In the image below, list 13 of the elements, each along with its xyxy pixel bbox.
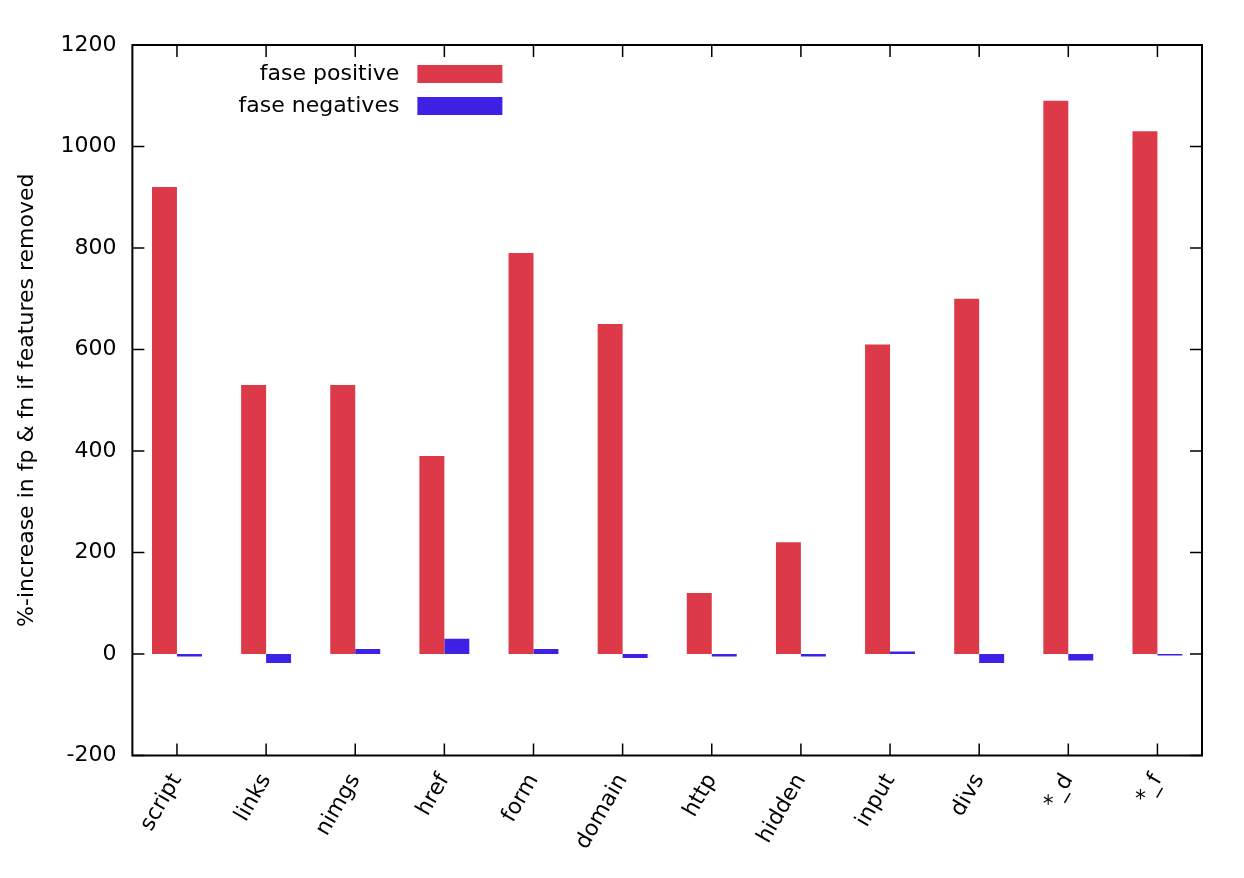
y-tick-label: 800 xyxy=(74,233,117,259)
y-axis-title: %-increase in fp & fn if features removed xyxy=(12,173,38,627)
y-tick-label: 1200 xyxy=(60,30,117,56)
legend-label: fase negatives xyxy=(238,91,400,117)
y-tick-label: 400 xyxy=(74,436,117,462)
x-tick-label: *_d xyxy=(1037,768,1079,814)
legend-label: fase positive xyxy=(259,59,400,85)
y-tick-label: -200 xyxy=(66,741,117,767)
x-tick-label: *_f xyxy=(1130,767,1169,808)
y-tick-label: 600 xyxy=(74,335,117,361)
y-tick-label: 1000 xyxy=(60,132,117,158)
y-tick-label: 200 xyxy=(74,538,117,564)
y-tick-label: 0 xyxy=(102,639,117,665)
